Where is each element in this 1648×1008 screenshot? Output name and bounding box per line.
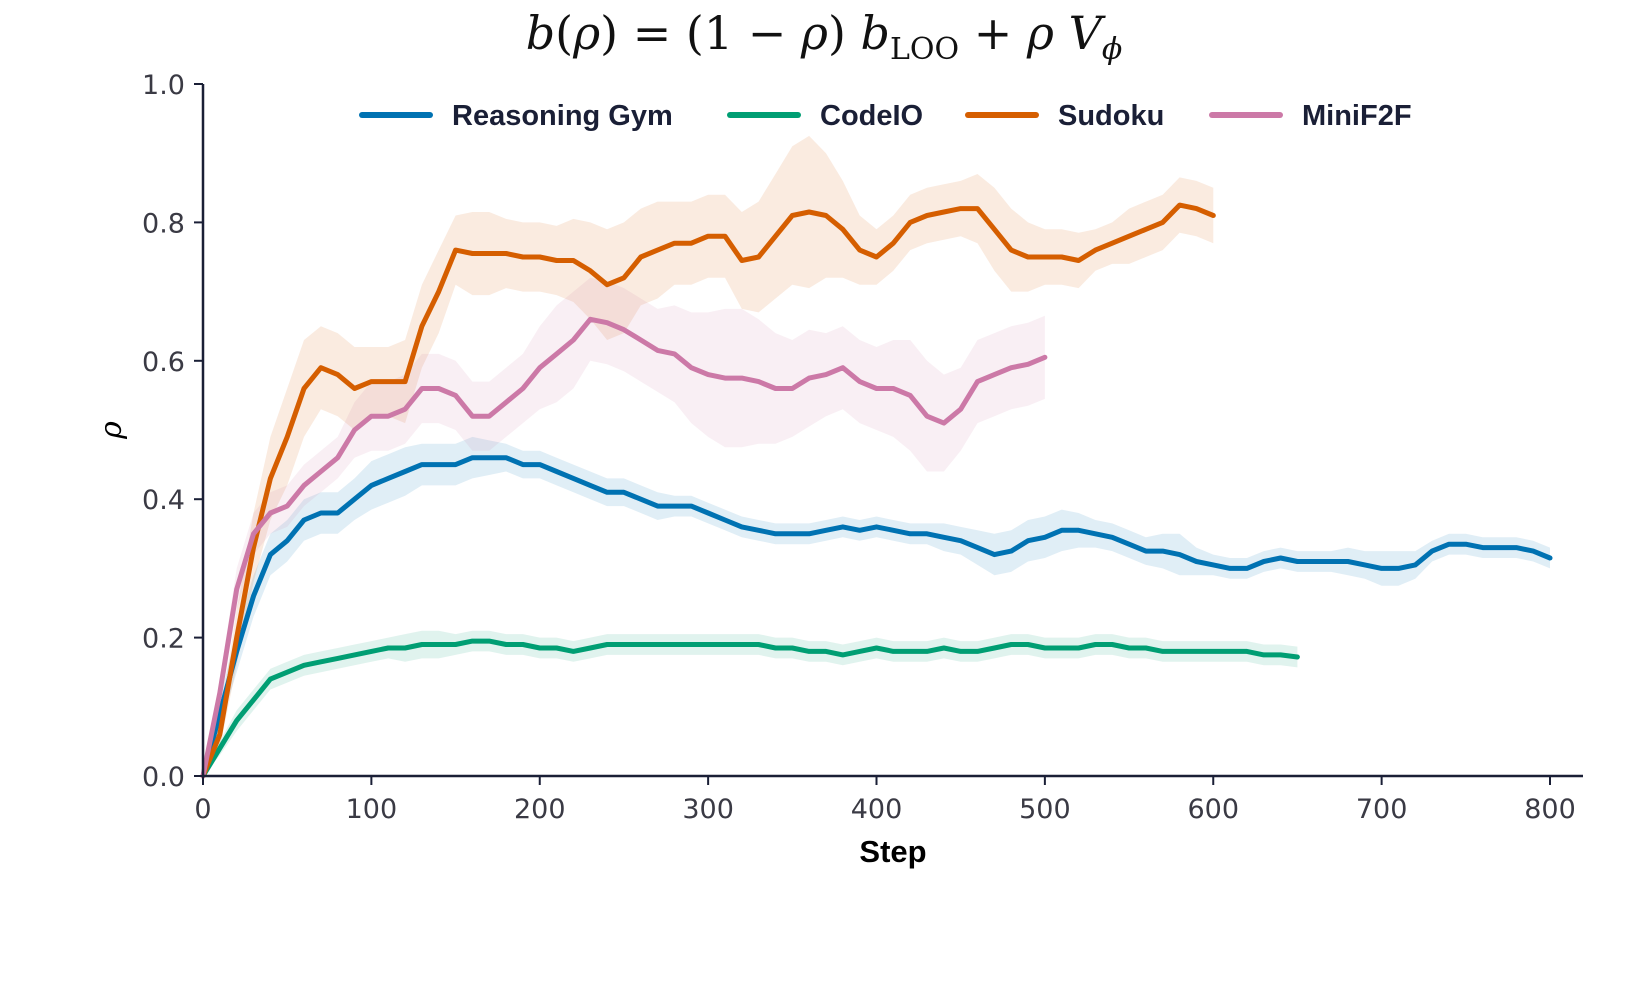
reasoning-gym-line bbox=[200, 455, 1553, 779]
minif2f-line bbox=[200, 316, 1048, 779]
sudoku-band bbox=[203, 135, 1214, 776]
x-axis-label: Step bbox=[859, 834, 926, 869]
title-b-loo: b bbox=[860, 6, 890, 60]
title-rho: ρ bbox=[573, 6, 601, 60]
title-phi-subscript: ϕ bbox=[1101, 32, 1123, 67]
legend: Reasoning Gym CodeIO Sudoku MiniF2F bbox=[359, 100, 1412, 132]
title-b: b bbox=[525, 6, 556, 60]
y-axis-label: ρ bbox=[94, 421, 129, 440]
x-ticks: 0 100 200 300 400 500 600 700 800 bbox=[194, 776, 1576, 825]
confidence-bands bbox=[203, 135, 1550, 776]
x-tick-label: 500 bbox=[1019, 794, 1071, 825]
title-rho-2: ρ bbox=[1026, 6, 1054, 60]
y-tick-label: 0.4 bbox=[142, 485, 185, 516]
title-lhs-open: ( bbox=[555, 6, 574, 60]
series-lines bbox=[200, 202, 1553, 779]
y-ticks: 0.0 0.2 0.4 0.6 0.8 1.0 bbox=[142, 70, 203, 793]
y-tick-label: 0.0 bbox=[142, 762, 185, 793]
title-rho-mid: ρ bbox=[800, 6, 828, 60]
x-tick-label: 700 bbox=[1356, 794, 1408, 825]
title-plus: + bbox=[959, 6, 1027, 60]
title-v: V bbox=[1068, 6, 1102, 60]
y-tick-label: 0.6 bbox=[142, 347, 185, 378]
y-tick-label: 1.0 bbox=[142, 70, 185, 101]
x-tick-label: 800 bbox=[1524, 794, 1576, 825]
title-mid-close: ) bbox=[827, 6, 861, 60]
legend-label-reasoning-gym: Reasoning Gym bbox=[452, 100, 673, 132]
title-eq: = (1 − bbox=[618, 6, 801, 60]
legend-label-sudoku: Sudoku bbox=[1058, 100, 1164, 132]
title-lhs-close: ) bbox=[600, 6, 619, 60]
x-tick-label: 0 bbox=[194, 794, 211, 825]
codeio-line bbox=[200, 638, 1300, 779]
legend-label-minif2f: MiniF2F bbox=[1302, 100, 1412, 132]
x-tick-label: 400 bbox=[851, 794, 903, 825]
codeio-band bbox=[203, 630, 1298, 776]
x-tick-label: 600 bbox=[1187, 794, 1239, 825]
y-tick-label: 0.2 bbox=[142, 624, 185, 655]
axes bbox=[201, 84, 1583, 778]
chart-title: b(ρ) = (1 − ρ) bLOO + ρ Vϕ bbox=[0, 6, 1648, 65]
sudoku-line bbox=[200, 202, 1216, 779]
reasoning-gym-band bbox=[203, 436, 1550, 776]
legend-label-codeio: CodeIO bbox=[820, 100, 923, 132]
x-tick-label: 300 bbox=[682, 794, 734, 825]
x-tick-label: 100 bbox=[346, 794, 398, 825]
x-tick-label: 200 bbox=[514, 794, 566, 825]
y-tick-label: 0.8 bbox=[142, 208, 185, 239]
title-loo-subscript: LOO bbox=[890, 32, 960, 67]
